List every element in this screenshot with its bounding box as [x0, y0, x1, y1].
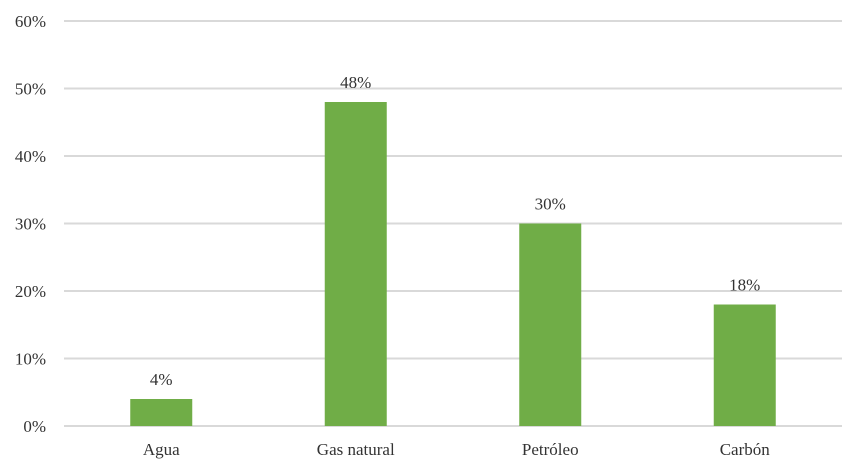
y-tick-label: 60% [15, 12, 46, 31]
y-tick-label: 30% [15, 215, 46, 234]
x-tick-label: Petróleo [522, 440, 579, 459]
y-tick-label: 40% [15, 147, 46, 166]
x-tick-label: Carbón [720, 440, 771, 459]
y-tick-label: 0% [23, 417, 46, 436]
x-tick-label: Gas natural [317, 440, 395, 459]
data-label: 30% [535, 195, 566, 214]
y-tick-label: 20% [15, 282, 46, 301]
x-axis-ticks: Agua Gas natural Petróleo Carbón [143, 440, 770, 459]
grid-layer [64, 20, 842, 427]
data-label: 48% [340, 73, 371, 92]
bar-0 [130, 399, 193, 426]
data-label: 18% [729, 276, 760, 295]
bars [130, 102, 776, 426]
y-tick-label: 10% [15, 350, 46, 369]
data-label: 4% [150, 370, 173, 389]
y-axis-ticks: 0% 10% 20% 30% 40% 50% 60% [15, 12, 46, 436]
x-tick-label: Agua [143, 440, 180, 459]
bar-3 [713, 304, 776, 426]
data-labels: 4% 48% 30% 18% [150, 73, 760, 389]
y-tick-label: 50% [15, 80, 46, 99]
bar-1 [324, 102, 387, 426]
bar-2 [519, 223, 582, 426]
